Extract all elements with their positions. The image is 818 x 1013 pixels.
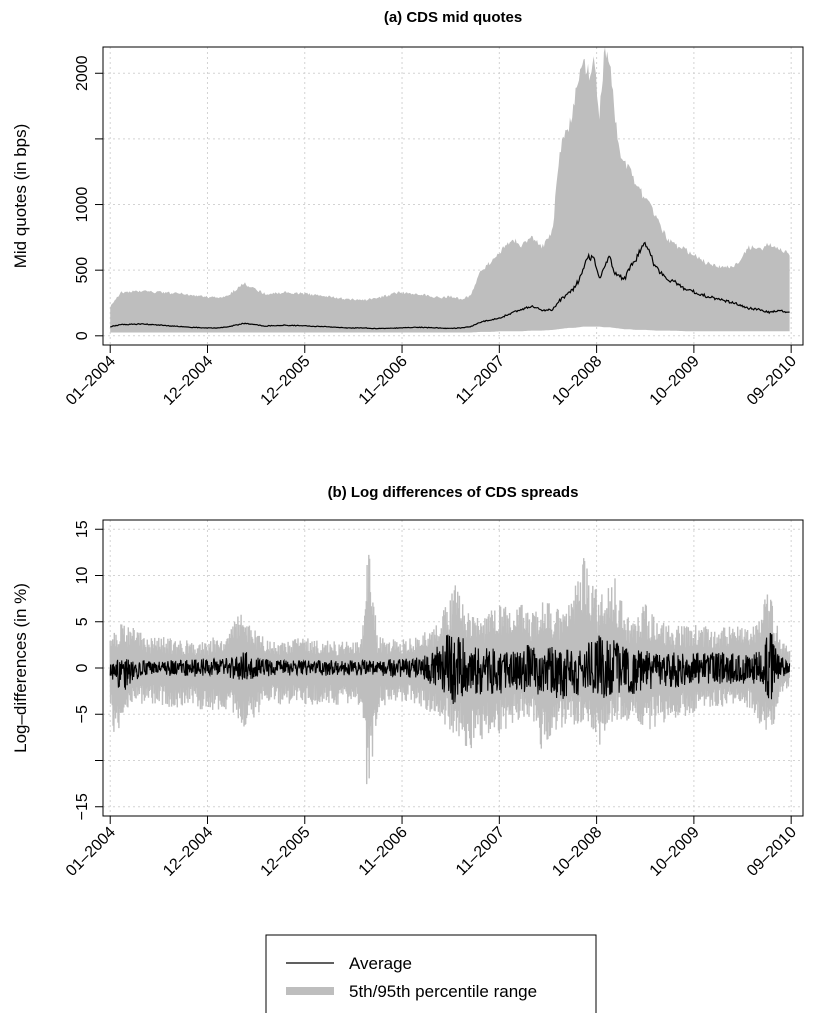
x-tick-label: 12–2004 bbox=[160, 353, 216, 409]
legend-entry-label: 5th/95th percentile range bbox=[349, 982, 537, 1001]
y-tick-label: 5 bbox=[74, 617, 91, 626]
x-tick-label: 10–2008 bbox=[549, 824, 605, 880]
x-tick-label: 12–2005 bbox=[258, 353, 314, 409]
percentile-band bbox=[110, 47, 790, 333]
panel-cds-mid-quotes: 0 500 1000 2000 01–2004 12–2004 12–2005 11–2006… bbox=[11, 9, 804, 409]
x-tick-label: 10–2008 bbox=[549, 353, 605, 409]
average-series bbox=[110, 241, 790, 330]
legend-entry-label: Average bbox=[349, 954, 412, 973]
y-tick-label: 2000 bbox=[74, 55, 91, 91]
panel-log-differences: −15 −5 0 5 10 15 01–2004 12–2004 12–2005 11–2006 1… bbox=[11, 484, 804, 880]
x-tick-label: 09–2010 bbox=[744, 824, 800, 880]
x-tick-label: 01–2004 bbox=[63, 824, 119, 880]
x-tick-label: 10–2009 bbox=[647, 353, 703, 409]
y-tick-label: −15 bbox=[74, 793, 91, 820]
x-tick-label: 12–2004 bbox=[160, 824, 216, 880]
y-tick-label: 0 bbox=[74, 331, 91, 340]
percentile-band bbox=[109, 554, 791, 785]
grid bbox=[103, 47, 803, 345]
y-axis-label: Log–differences (in %) bbox=[11, 583, 30, 753]
chart-title: (b) Log differences of CDS spreads bbox=[328, 484, 579, 501]
average-series bbox=[109, 632, 791, 705]
x-tick-label: 10–2009 bbox=[647, 824, 703, 880]
x-tick-label: 11–2006 bbox=[356, 824, 411, 879]
legend-box bbox=[265, 934, 597, 1013]
y-tick-label: 0 bbox=[74, 663, 91, 672]
x-tick-label: 12–2005 bbox=[258, 824, 314, 880]
plot-frame bbox=[102, 46, 804, 346]
y-tick-label: 1000 bbox=[74, 187, 91, 223]
y-axis-label: Mid quotes (in bps) bbox=[11, 124, 30, 269]
legend: Average 5th/95th percentile range bbox=[265, 934, 597, 1013]
x-tick-label: 11–2006 bbox=[356, 353, 411, 408]
chart-title: (a) CDS mid quotes bbox=[384, 9, 522, 26]
y-tick-label: 15 bbox=[74, 520, 91, 538]
x-tick-label: 11–2007 bbox=[453, 824, 508, 879]
x-tick-label: 01–2004 bbox=[63, 353, 119, 409]
y-tick-label: 500 bbox=[74, 257, 91, 284]
x-tick-label: 11–2007 bbox=[453, 353, 508, 408]
y-tick-label: −5 bbox=[74, 705, 91, 723]
y-tick-label: 10 bbox=[74, 567, 91, 585]
x-tick-label: 09–2010 bbox=[744, 353, 800, 409]
